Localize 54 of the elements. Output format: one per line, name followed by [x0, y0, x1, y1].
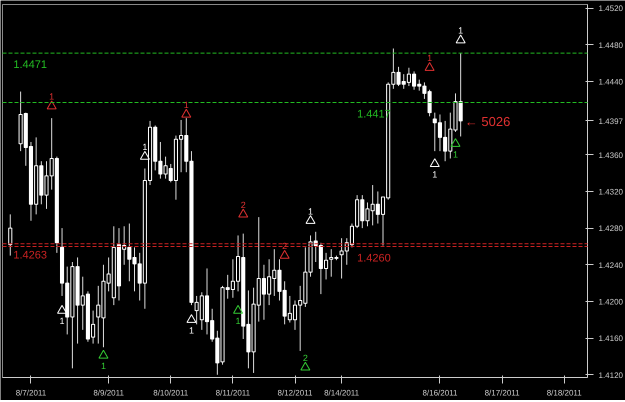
annotation: 1 — [188, 325, 194, 336]
y-tick-label: 1.4280 — [598, 224, 624, 234]
x-tick-label: 8/9/2011 — [93, 388, 124, 398]
point — [300, 362, 310, 371]
point — [233, 304, 244, 314]
annotation: 1 — [427, 53, 432, 64]
x-tick-label: 8/12/2011 — [278, 388, 314, 398]
point — [430, 158, 440, 168]
x-tick-label: 8/16/2011 — [422, 388, 458, 398]
annotation: 1 — [432, 169, 438, 180]
y-tick-label: 1.4397 — [598, 116, 624, 126]
annotation: 2 — [240, 200, 246, 210]
annotation: 1 — [452, 149, 458, 160]
y-tick-label: 1.4120 — [598, 370, 624, 380]
annotation: 1 — [236, 316, 241, 326]
point — [280, 250, 290, 259]
x-tick-label: 8/14/2011 — [324, 388, 360, 398]
annotation: 1 — [184, 100, 189, 110]
candlestick — [8, 214, 12, 256]
annotation: 1 — [458, 26, 464, 36]
y-tick-label: 1.4360 — [598, 150, 624, 160]
x-tick-label: 8/11/2011 — [216, 388, 251, 398]
annotation: 1 — [142, 142, 148, 152]
x-tick-label: 8/18/2011 — [546, 388, 582, 398]
ref-line-label: 1.4263 — [13, 250, 48, 262]
point — [98, 350, 108, 359]
y-tick-label: 1.4320 — [598, 187, 624, 196]
point — [450, 138, 460, 147]
annotation: ← 5026 — [464, 114, 510, 129]
point — [306, 215, 316, 224]
point — [140, 150, 150, 160]
y-tick-label: 1.4240 — [598, 260, 624, 270]
annotation: 1 — [60, 316, 65, 326]
x-tick-label: 8/7/2011 — [16, 388, 47, 398]
y-tick-label: 1.4520 — [598, 4, 624, 14]
annotation: 1 — [100, 361, 106, 372]
annotation: 1 — [49, 92, 54, 102]
x-tick-label: 8/17/2011 — [484, 388, 520, 398]
point — [181, 108, 192, 118]
point — [186, 314, 196, 323]
ref-line-label: 1.4471 — [13, 59, 48, 72]
point — [46, 100, 57, 110]
x-tick-label: 8/10/2011 — [153, 388, 189, 398]
y-tick-label: 1.4480 — [598, 40, 624, 50]
ref-line-label: 1.4260 — [357, 252, 391, 264]
annotation: 1 — [308, 206, 314, 216]
point — [238, 208, 248, 218]
point — [456, 34, 466, 44]
point — [424, 62, 435, 71]
annotation: 2 — [282, 241, 288, 252]
y-tick-label: 1.4160 — [598, 334, 624, 344]
annotation: 2 — [302, 352, 308, 363]
y-tick-label: 1.4200 — [598, 297, 624, 306]
y-tick-label: 1.4440 — [598, 77, 624, 86]
